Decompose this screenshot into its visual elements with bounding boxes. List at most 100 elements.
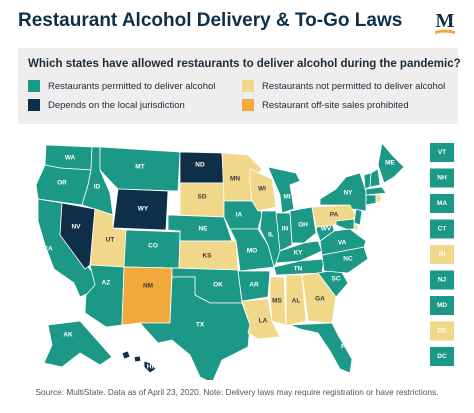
state-nm <box>121 266 173 326</box>
side-box-label-vt: VT <box>438 149 446 156</box>
state-label-ut: UT <box>106 237 115 244</box>
side-box-ma <box>430 194 454 213</box>
side-box-ct <box>430 219 454 239</box>
source-note: Source: MultiState. Data as of April 23,… <box>35 387 439 397</box>
side-box-label-nj: NJ <box>438 277 447 284</box>
labels-layer: WA OR CA NV ID MT WY UT AZ CO NM ND SD NE KS OK TX MN IA MO… <box>43 155 395 371</box>
state-in <box>275 212 293 252</box>
state-ma <box>365 186 387 196</box>
side-box-nh <box>430 168 454 188</box>
side-box-label-de: DE <box>437 328 447 335</box>
legend-item-local: Depends on the local jurisdiction <box>28 99 185 111</box>
state-ga <box>301 272 337 324</box>
state-la <box>241 298 281 340</box>
side-box-md <box>430 296 454 315</box>
side-box-label-nh: NH <box>437 175 447 182</box>
state-label-ak: AK <box>63 332 73 339</box>
side-box-label-ma: MA <box>437 200 447 207</box>
state-label-hi: HI <box>147 364 154 371</box>
state-md <box>335 218 355 230</box>
state-label-mt: MT <box>135 164 144 171</box>
side-box-nj <box>430 270 454 290</box>
state-me <box>377 142 405 184</box>
state-label-il: IL <box>268 232 274 239</box>
state-label-fl: FL <box>341 344 349 351</box>
state-label-ne: NE <box>198 226 208 233</box>
state-label-mo: MO <box>247 248 257 255</box>
state-label-sc: SC <box>331 276 340 283</box>
legend-label-prohibited: Restaurant off-site sales prohibited <box>262 99 409 111</box>
state-label-ga: GA <box>315 296 325 303</box>
legend-swatch-not-permitted <box>242 80 254 92</box>
state-label-me: ME <box>385 160 395 167</box>
state-label-wi: WI <box>258 186 266 193</box>
legend-swatch-permitted <box>28 80 40 92</box>
state-label-oh: OH <box>298 222 308 229</box>
state-label-ar: AR <box>249 282 259 289</box>
state-oh <box>289 206 317 244</box>
state-label-la: LA <box>259 318 268 325</box>
state-label-pa: PA <box>330 212 339 219</box>
multistate-logo: M <box>430 8 460 38</box>
side-box-label-md: MD <box>437 302 447 309</box>
legend-panel: Which states have allowed restaurants to… <box>18 48 461 124</box>
side-box-label-dc: DC <box>437 353 447 360</box>
legend-item-not-permitted: Restaurants not permitted to deliver alc… <box>242 80 445 92</box>
side-box-vt <box>430 143 454 162</box>
state-ar <box>237 270 271 302</box>
state-label-mi: MI <box>283 194 290 201</box>
state-label-co: CO <box>148 243 158 250</box>
state-ct <box>365 194 377 206</box>
state-al <box>285 274 307 326</box>
state-label-al: AL <box>292 298 301 305</box>
us-map: WA OR CA NV ID MT WY UT AZ CO NM ND SD NE KS OK TX MN IA MO… <box>35 142 454 380</box>
state-label-or: OR <box>57 180 67 187</box>
state-nj <box>353 208 363 226</box>
page-title: Restaurant Alcohol Delivery & To-Go Laws <box>18 10 403 31</box>
legend-item-permitted: Restaurants permitted to deliver alcohol <box>28 80 215 92</box>
state-nv <box>59 202 96 270</box>
state-label-tn: TN <box>294 266 303 273</box>
side-box-ri <box>430 245 454 264</box>
state-label-az: AZ <box>102 280 111 287</box>
state-label-nv: NV <box>71 224 81 231</box>
state-label-nc: NC <box>343 256 353 263</box>
state-label-wy: WY <box>138 206 149 213</box>
side-box-label-ri: RI <box>439 251 446 258</box>
legend-swatch-prohibited <box>242 99 254 111</box>
legend-swatch-local <box>28 99 40 111</box>
side-box-de <box>430 321 454 341</box>
state-fl <box>289 322 353 374</box>
state-mo <box>229 228 275 272</box>
state-label-ky: KY <box>293 250 303 257</box>
state-nh <box>369 168 381 188</box>
state-label-nd: ND <box>195 162 205 169</box>
legend-item-prohibited: Restaurant off-site sales prohibited <box>242 99 409 111</box>
legend-label-local: Depends on the local jurisdiction <box>48 99 185 111</box>
legend-label-not-permitted: Restaurants not permitted to deliver alc… <box>262 80 446 92</box>
side-box-dc <box>430 347 454 366</box>
legend-label-permitted: Restaurants permitted to deliver alcohol <box>48 80 216 92</box>
state-wi <box>249 168 277 212</box>
state-label-in: IN <box>282 226 289 233</box>
state-label-ny: NY <box>343 190 353 197</box>
state-label-ca: CA <box>43 246 53 253</box>
states-layer <box>35 142 405 380</box>
state-label-sd: SD <box>197 194 206 201</box>
state-label-ms: MS <box>272 298 282 305</box>
state-hi <box>121 350 157 374</box>
state-ms <box>269 276 287 326</box>
question-text: Which states have allowed restaurants to… <box>28 58 461 70</box>
state-label-ia: IA <box>236 212 243 219</box>
state-label-va: VA <box>338 240 347 247</box>
state-label-ks: KS <box>202 253 212 260</box>
state-mi <box>267 166 301 214</box>
state-wy <box>112 188 169 231</box>
state-ak <box>43 320 113 368</box>
state-label-id: ID <box>94 184 101 191</box>
state-label-wa: WA <box>65 155 76 162</box>
logo-letter: M <box>436 10 455 32</box>
state-label-tx: TX <box>196 322 205 329</box>
state-label-nm: NM <box>143 283 153 290</box>
state-ri <box>375 194 382 204</box>
